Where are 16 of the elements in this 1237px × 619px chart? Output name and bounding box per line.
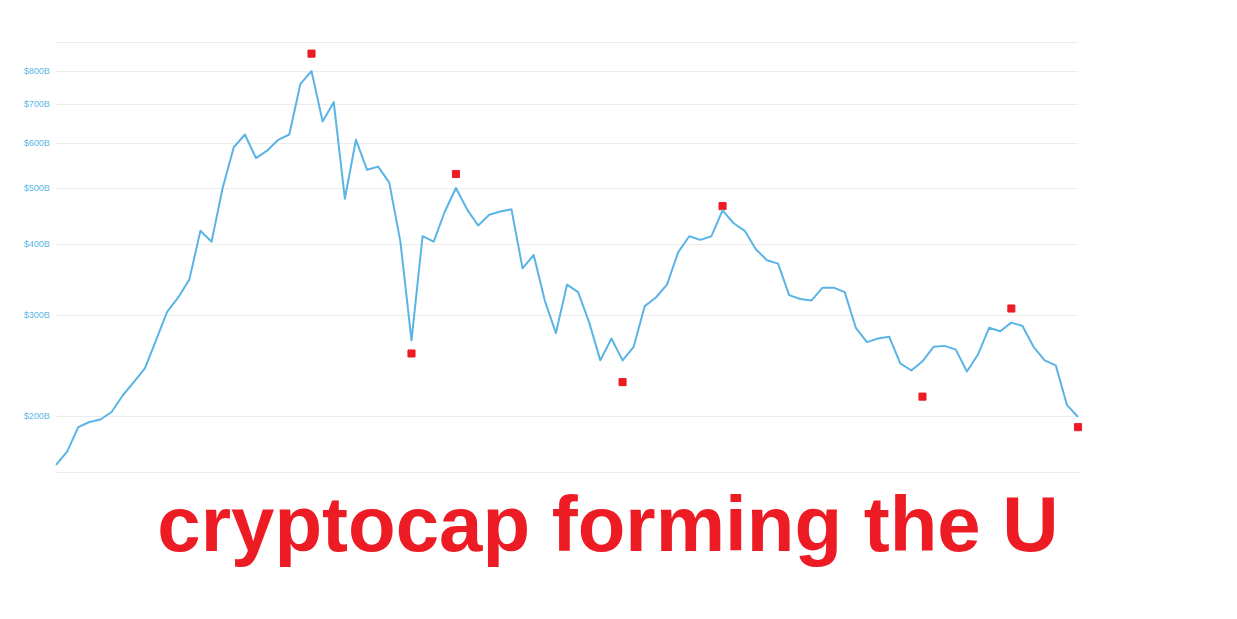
point [918,392,927,401]
text: cryptocap forming the U [156,479,1060,569]
y-tick-label: $700B [23,99,51,110]
y-tick-label: $500B [23,183,51,194]
y-tick-label: $300B [23,310,51,321]
point [618,378,627,387]
y-tick-label: $800B [23,65,51,76]
point [718,202,727,211]
point [1073,423,1083,432]
y-tick-label: $400B [23,238,51,249]
point [407,349,416,358]
point [307,49,316,58]
y-tick-label: $600B [23,137,51,148]
point [451,169,460,179]
y-tick-label: $200B [23,411,51,422]
point [1007,304,1016,313]
